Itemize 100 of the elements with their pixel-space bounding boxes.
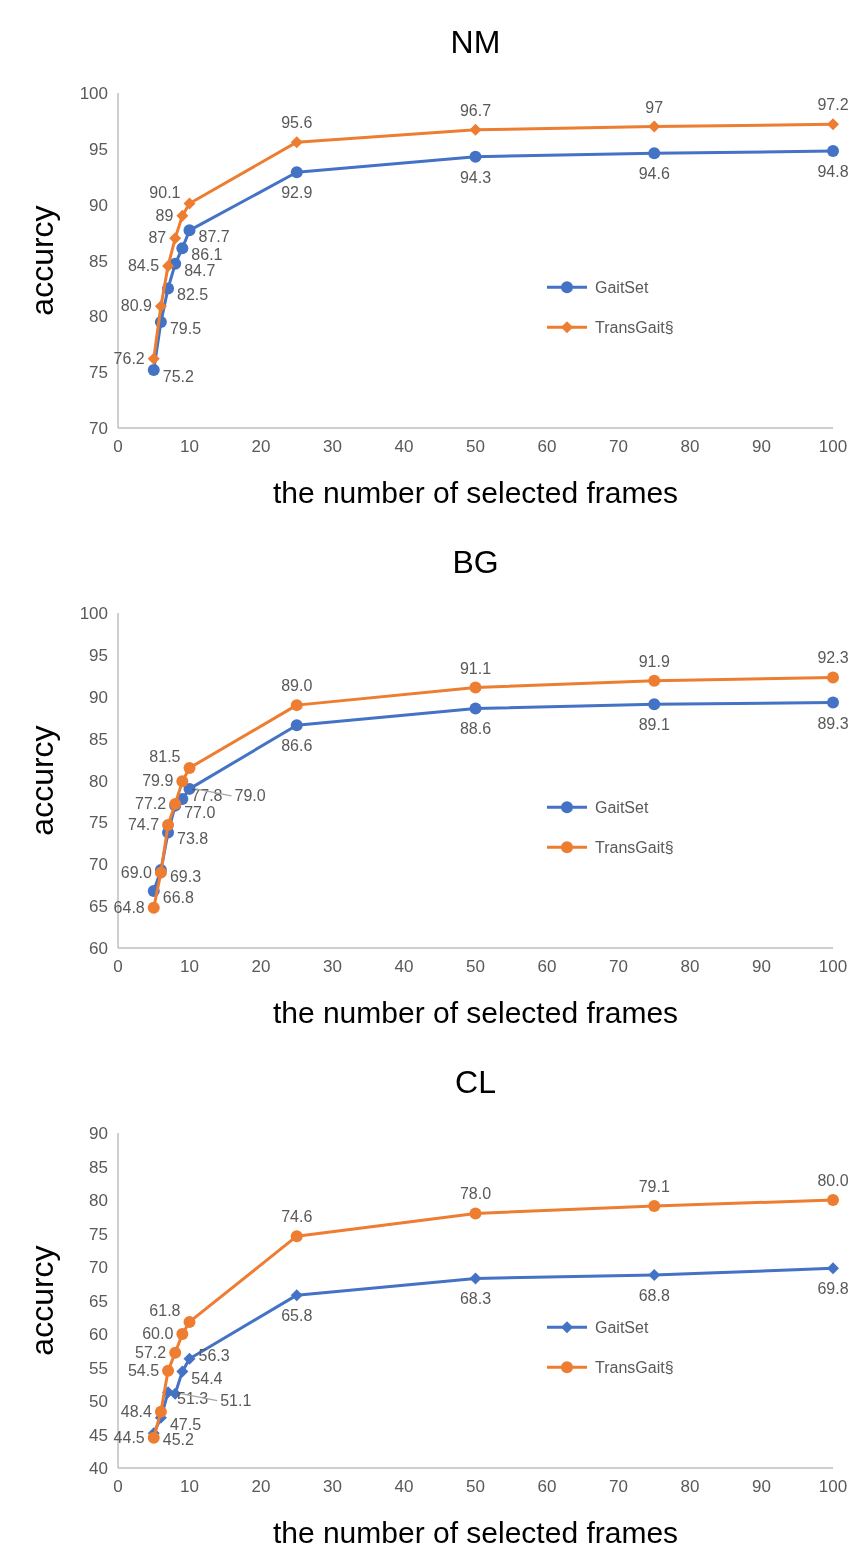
data-label: 94.8 [817, 163, 849, 181]
y-tick-label: 95 [89, 139, 108, 159]
x-tick-label: 20 [251, 437, 271, 456]
x-tick-label: 0 [113, 1477, 123, 1496]
y-tick-label: 60 [89, 939, 108, 958]
data-label: 54.5 [127, 1361, 160, 1379]
data-label: 73.8 [177, 830, 209, 848]
y-tick-label: 100 [79, 604, 108, 623]
x-tick-label: 40 [394, 437, 414, 456]
data-label: 84.5 [127, 257, 160, 275]
y-tick-label: 75 [89, 813, 108, 833]
data-label: 69.3 [169, 868, 202, 886]
point [147, 1431, 160, 1444]
x-tick-label: 60 [537, 437, 557, 456]
y-tick-label: 50 [89, 1392, 108, 1411]
point [469, 681, 482, 694]
point [176, 242, 189, 255]
y-tick-label: 90 [89, 1124, 108, 1143]
y-tick-label: 85 [89, 251, 108, 271]
y-tick-label: 85 [89, 1157, 108, 1177]
chart-title: BG [452, 544, 499, 580]
y-tick-label: 80 [89, 771, 108, 791]
x-tick-label: 0 [113, 957, 123, 976]
y-tick-label: 80 [89, 1191, 108, 1210]
chart-title: CL [455, 1064, 496, 1100]
point [147, 363, 160, 376]
point [827, 118, 839, 131]
point [827, 1262, 839, 1275]
data-label: 48.4 [120, 1402, 152, 1420]
point [290, 1230, 303, 1243]
data-label: 79.5 [169, 319, 202, 337]
legend-label: TransGait§ [595, 319, 674, 337]
data-label: 97 [645, 98, 664, 116]
data-label: 84.7 [184, 261, 216, 279]
data-label: 77.8 [191, 786, 223, 804]
y-tick-label: 70 [89, 1258, 108, 1277]
point [648, 147, 661, 160]
x-tick-label: 40 [394, 1477, 414, 1496]
data-label: 82.5 [177, 286, 209, 304]
x-axis-title: the number of selected frames [272, 476, 679, 509]
point [183, 224, 196, 237]
point [162, 260, 175, 273]
y-tick-label: 55 [89, 1358, 108, 1378]
x-tick-label: 100 [818, 957, 848, 976]
data-label: 92.3 [817, 649, 849, 667]
x-tick-label: 40 [394, 957, 414, 976]
x-tick-label: 80 [680, 437, 700, 456]
y-tick-label: 80 [89, 307, 108, 327]
y-tick-label: 90 [89, 195, 108, 215]
data-label: 77.2 [135, 794, 167, 812]
x-tick-label: 100 [818, 1477, 848, 1496]
data-label: 61.8 [149, 1301, 181, 1319]
x-tick-label: 30 [323, 437, 342, 456]
x-tick-label: 20 [251, 1477, 271, 1496]
data-label: 76.2 [113, 349, 145, 367]
data-label: 96.7 [459, 101, 492, 119]
data-label: 87.7 [198, 228, 230, 246]
data-label: 54.4 [191, 1369, 223, 1387]
point [183, 1352, 196, 1365]
data-label: 75.2 [162, 367, 194, 385]
point [147, 352, 160, 365]
data-label: 79.0 [234, 786, 266, 804]
data-label: 89.3 [817, 714, 849, 732]
data-label: 80.9 [120, 297, 152, 315]
point [290, 166, 303, 179]
y-tick-label: 60 [89, 1325, 108, 1344]
data-label: 47.5 [169, 1415, 202, 1433]
data-label: 86.6 [281, 737, 313, 755]
point [147, 901, 160, 914]
y-tick-label: 65 [89, 897, 108, 917]
data-label: 94.6 [638, 165, 670, 183]
point [469, 702, 482, 715]
point [827, 1194, 839, 1206]
data-label: 68.3 [459, 1290, 492, 1308]
data-label: 89 [155, 206, 174, 224]
y-tick-label: 75 [89, 1224, 108, 1244]
x-tick-label: 30 [323, 957, 342, 976]
point [648, 674, 661, 687]
data-label: 66.8 [162, 889, 194, 907]
x-axis-title: the number of selected frames [272, 1516, 679, 1549]
point [154, 300, 167, 313]
data-label: 57.2 [135, 1343, 167, 1361]
data-label: 78.0 [459, 1185, 492, 1203]
chart-title: NM [450, 24, 501, 60]
point [183, 197, 196, 210]
x-tick-label: 50 [466, 957, 485, 976]
point [648, 1200, 661, 1213]
point [827, 145, 839, 158]
x-tick-label: 10 [180, 1477, 199, 1496]
x-tick-label: 60 [537, 957, 557, 976]
y-tick-label: 65 [89, 1291, 108, 1311]
y-tick-label: 45 [89, 1425, 108, 1445]
y-tick-label: 85 [89, 729, 108, 749]
data-label: 64.8 [113, 898, 145, 916]
data-label: 68.8 [638, 1287, 670, 1305]
x-tick-label: 60 [537, 1477, 557, 1496]
y-axis-title: accurcy [24, 725, 60, 836]
point [648, 698, 661, 711]
data-label: 88.6 [459, 720, 492, 738]
data-label: 79.9 [142, 772, 174, 790]
